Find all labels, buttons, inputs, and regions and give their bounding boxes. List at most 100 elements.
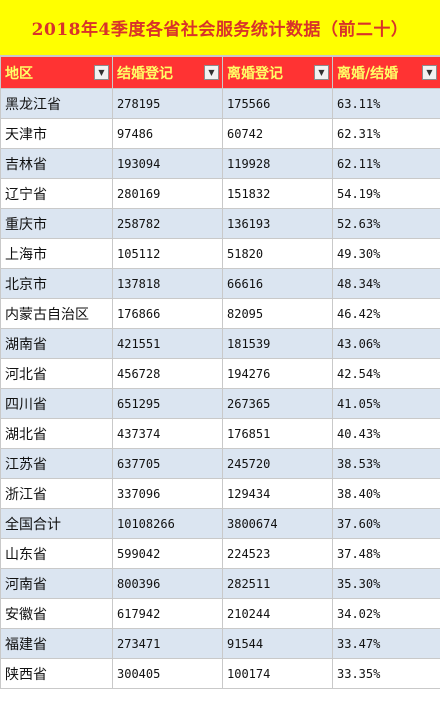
marriages-cell[interactable]: 97486	[112, 118, 223, 149]
region-cell[interactable]: 吉林省	[0, 148, 113, 179]
region-cell[interactable]: 四川省	[0, 388, 113, 419]
divorces-cell[interactable]: 119928	[222, 148, 333, 179]
ratio-cell[interactable]: 43.06%	[332, 328, 440, 359]
header-divorces[interactable]: 离婚登记 ▼	[222, 56, 333, 89]
filter-dropdown-icon[interactable]: ▼	[204, 65, 219, 80]
marriages-cell[interactable]: 437374	[112, 418, 223, 449]
marriages-cell[interactable]: 273471	[112, 628, 223, 659]
ratio-cell[interactable]: 48.34%	[332, 268, 440, 299]
region-cell[interactable]: 山东省	[0, 538, 113, 569]
filter-dropdown-icon[interactable]: ▼	[94, 65, 109, 80]
marriages-cell[interactable]: 337096	[112, 478, 223, 509]
marriages-cell[interactable]: 193094	[112, 148, 223, 179]
marriages-cell[interactable]: 617942	[112, 598, 223, 629]
region-cell[interactable]: 陕西省	[0, 658, 113, 689]
ratio-cell[interactable]: 49.30%	[332, 238, 440, 269]
marriages-cell[interactable]: 280169	[112, 178, 223, 209]
header-row: 地区 ▼ 结婚登记 ▼ 离婚登记 ▼ 离婚/结婚 ▼	[0, 56, 440, 89]
table-row: 四川省 651295 267365 41.05%	[0, 388, 440, 419]
marriages-cell[interactable]: 176866	[112, 298, 223, 329]
region-cell[interactable]: 湖北省	[0, 418, 113, 449]
ratio-cell[interactable]: 62.11%	[332, 148, 440, 179]
marriages-cell[interactable]: 105112	[112, 238, 223, 269]
header-divorces-label: 离婚登记	[227, 65, 283, 82]
divorces-cell[interactable]: 91544	[222, 628, 333, 659]
divorces-cell[interactable]: 60742	[222, 118, 333, 149]
divorces-cell[interactable]: 100174	[222, 658, 333, 689]
marriages-cell[interactable]: 10108266	[112, 508, 223, 539]
region-cell[interactable]: 湖南省	[0, 328, 113, 359]
region-cell[interactable]: 上海市	[0, 238, 113, 269]
divorces-cell[interactable]: 136193	[222, 208, 333, 239]
region-cell[interactable]: 河南省	[0, 568, 113, 599]
table-row: 全国合计 10108266 3800674 37.60%	[0, 508, 440, 539]
marriages-cell[interactable]: 137818	[112, 268, 223, 299]
ratio-cell[interactable]: 34.02%	[332, 598, 440, 629]
filter-dropdown-icon[interactable]: ▼	[314, 65, 329, 80]
ratio-cell[interactable]: 63.11%	[332, 88, 440, 119]
region-cell[interactable]: 江苏省	[0, 448, 113, 479]
divorces-cell[interactable]: 66616	[222, 268, 333, 299]
ratio-cell[interactable]: 37.48%	[332, 538, 440, 569]
region-cell[interactable]: 内蒙古自治区	[0, 298, 113, 329]
region-cell[interactable]: 河北省	[0, 358, 113, 389]
region-cell[interactable]: 天津市	[0, 118, 113, 149]
marriages-cell[interactable]: 637705	[112, 448, 223, 479]
ratio-cell[interactable]: 37.60%	[332, 508, 440, 539]
divorces-cell[interactable]: 3800674	[222, 508, 333, 539]
ratio-cell[interactable]: 33.35%	[332, 658, 440, 689]
region-cell[interactable]: 重庆市	[0, 208, 113, 239]
filter-dropdown-icon[interactable]: ▼	[422, 65, 437, 80]
ratio-cell[interactable]: 38.40%	[332, 478, 440, 509]
marriages-cell[interactable]: 278195	[112, 88, 223, 119]
table-row: 浙江省 337096 129434 38.40%	[0, 478, 440, 509]
region-cell[interactable]: 安徽省	[0, 598, 113, 629]
table-row: 安徽省 617942 210244 34.02%	[0, 598, 440, 629]
divorces-cell[interactable]: 194276	[222, 358, 333, 389]
divorces-cell[interactable]: 129434	[222, 478, 333, 509]
table-title: 2018年4季度各省社会服务统计数据（前二十）	[0, 0, 440, 56]
ratio-cell[interactable]: 46.42%	[332, 298, 440, 329]
header-region-label: 地区	[5, 65, 33, 82]
ratio-cell[interactable]: 54.19%	[332, 178, 440, 209]
ratio-cell[interactable]: 41.05%	[332, 388, 440, 419]
marriages-cell[interactable]: 300405	[112, 658, 223, 689]
marriages-cell[interactable]: 651295	[112, 388, 223, 419]
divorces-cell[interactable]: 151832	[222, 178, 333, 209]
divorces-cell[interactable]: 267365	[222, 388, 333, 419]
header-marriages[interactable]: 结婚登记 ▼	[112, 56, 223, 89]
ratio-cell[interactable]: 40.43%	[332, 418, 440, 449]
ratio-cell[interactable]: 33.47%	[332, 628, 440, 659]
divorces-cell[interactable]: 175566	[222, 88, 333, 119]
divorces-cell[interactable]: 181539	[222, 328, 333, 359]
ratio-cell[interactable]: 62.31%	[332, 118, 440, 149]
ratio-cell[interactable]: 42.54%	[332, 358, 440, 389]
divorces-cell[interactable]: 282511	[222, 568, 333, 599]
divorces-cell[interactable]: 210244	[222, 598, 333, 629]
marriages-cell[interactable]: 800396	[112, 568, 223, 599]
marriages-cell[interactable]: 258782	[112, 208, 223, 239]
table-row: 上海市 105112 51820 49.30%	[0, 238, 440, 269]
divorces-cell[interactable]: 245720	[222, 448, 333, 479]
divorces-cell[interactable]: 82095	[222, 298, 333, 329]
table-row: 河北省 456728 194276 42.54%	[0, 358, 440, 389]
header-region[interactable]: 地区 ▼	[0, 56, 113, 89]
region-cell[interactable]: 北京市	[0, 268, 113, 299]
region-cell[interactable]: 浙江省	[0, 478, 113, 509]
marriages-cell[interactable]: 421551	[112, 328, 223, 359]
table-row: 湖北省 437374 176851 40.43%	[0, 418, 440, 449]
divorces-cell[interactable]: 224523	[222, 538, 333, 569]
marriages-cell[interactable]: 456728	[112, 358, 223, 389]
region-cell[interactable]: 辽宁省	[0, 178, 113, 209]
region-cell[interactable]: 福建省	[0, 628, 113, 659]
ratio-cell[interactable]: 38.53%	[332, 448, 440, 479]
ratio-cell[interactable]: 35.30%	[332, 568, 440, 599]
ratio-cell[interactable]: 52.63%	[332, 208, 440, 239]
region-cell[interactable]: 全国合计	[0, 508, 113, 539]
region-cell[interactable]: 黑龙江省	[0, 88, 113, 119]
marriages-cell[interactable]: 599042	[112, 538, 223, 569]
header-ratio[interactable]: 离婚/结婚 ▼	[332, 56, 440, 89]
divorces-cell[interactable]: 51820	[222, 238, 333, 269]
divorces-cell[interactable]: 176851	[222, 418, 333, 449]
table-row: 山东省 599042 224523 37.48%	[0, 538, 440, 569]
